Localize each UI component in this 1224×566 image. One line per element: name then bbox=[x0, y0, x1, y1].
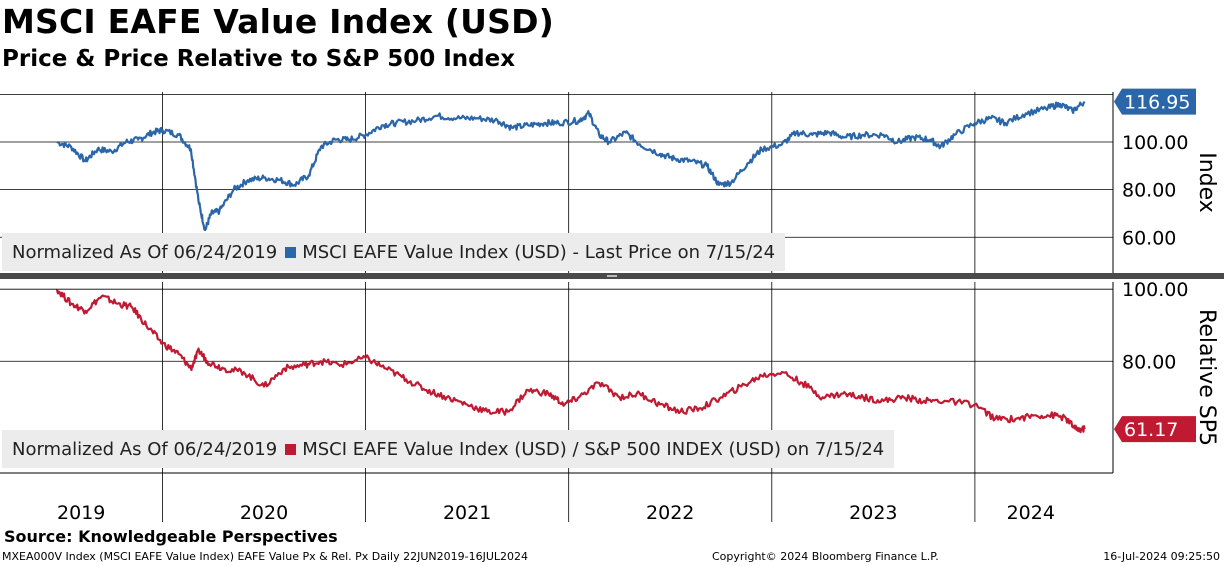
relative-last-value-tag: 61.17 bbox=[1114, 416, 1196, 443]
price-y-axis-title: Index bbox=[1194, 152, 1219, 213]
price-legend-prefix: Normalized As Of 06/24/2019 bbox=[12, 241, 278, 263]
x-axis-year-label: 2023 bbox=[849, 502, 897, 524]
relative-y-tick-label: 80.00 bbox=[1122, 351, 1176, 373]
chart-subtitle: Price & Price Relative to S&P 500 Index bbox=[2, 46, 516, 72]
chart-title: MSCI EAFE Value Index (USD) bbox=[2, 2, 554, 41]
relative-y-tick-label: 100.00 bbox=[1122, 279, 1188, 301]
price-y-tick-label: 80.00 bbox=[1122, 180, 1176, 202]
relative-legend-label: MSCI EAFE Value Index (USD) / S&P 500 IN… bbox=[302, 438, 885, 460]
source-note: Source: Knowledgeable Perspectives bbox=[4, 527, 338, 546]
relative-series-line bbox=[55, 288, 1086, 434]
x-axis-year-label: 2021 bbox=[443, 502, 491, 524]
relative-last-value-marker bbox=[1114, 416, 1196, 443]
price-legend: Normalized As Of 06/24/2019 MSCI EAFE Va… bbox=[2, 233, 786, 271]
timestamp: 16-Jul-2024 09:25:50 bbox=[1103, 550, 1220, 563]
price-last-value-label: 116.95 bbox=[1124, 92, 1190, 114]
price-y-tick-label: 100.00 bbox=[1122, 132, 1188, 154]
price-legend-swatch-icon bbox=[285, 246, 297, 258]
price-y-tick-label: 60.00 bbox=[1122, 227, 1176, 249]
x-axis-year-label: 2020 bbox=[240, 502, 288, 524]
price-series-line bbox=[56, 100, 1086, 232]
relative-y-axis-title: Relative SP5 bbox=[1194, 309, 1219, 446]
price-legend-label: MSCI EAFE Value Index (USD) - Last Price… bbox=[302, 241, 776, 263]
x-axis-year-label: 2019 bbox=[57, 502, 105, 524]
price-last-value-tag: 116.95 bbox=[1114, 88, 1196, 115]
relative-legend: Normalized As Of 06/24/2019 MSCI EAFE Va… bbox=[2, 430, 895, 468]
copyright: Copyright© 2024 Bloomberg Finance L.P. bbox=[712, 550, 939, 563]
relative-legend-swatch-icon bbox=[285, 443, 297, 455]
relative-last-value-label: 61.17 bbox=[1124, 419, 1178, 441]
relative-legend-prefix: Normalized As Of 06/24/2019 bbox=[12, 438, 278, 460]
panel-splitter-handle-icon bbox=[607, 275, 617, 277]
x-axis-year-label: 2022 bbox=[646, 502, 694, 524]
price-last-value-marker bbox=[1114, 88, 1196, 115]
ticker-info: MXEA000V Index (MSCI EAFE Value Index) E… bbox=[2, 550, 529, 563]
x-axis-year-label: 2024 bbox=[1007, 502, 1055, 524]
